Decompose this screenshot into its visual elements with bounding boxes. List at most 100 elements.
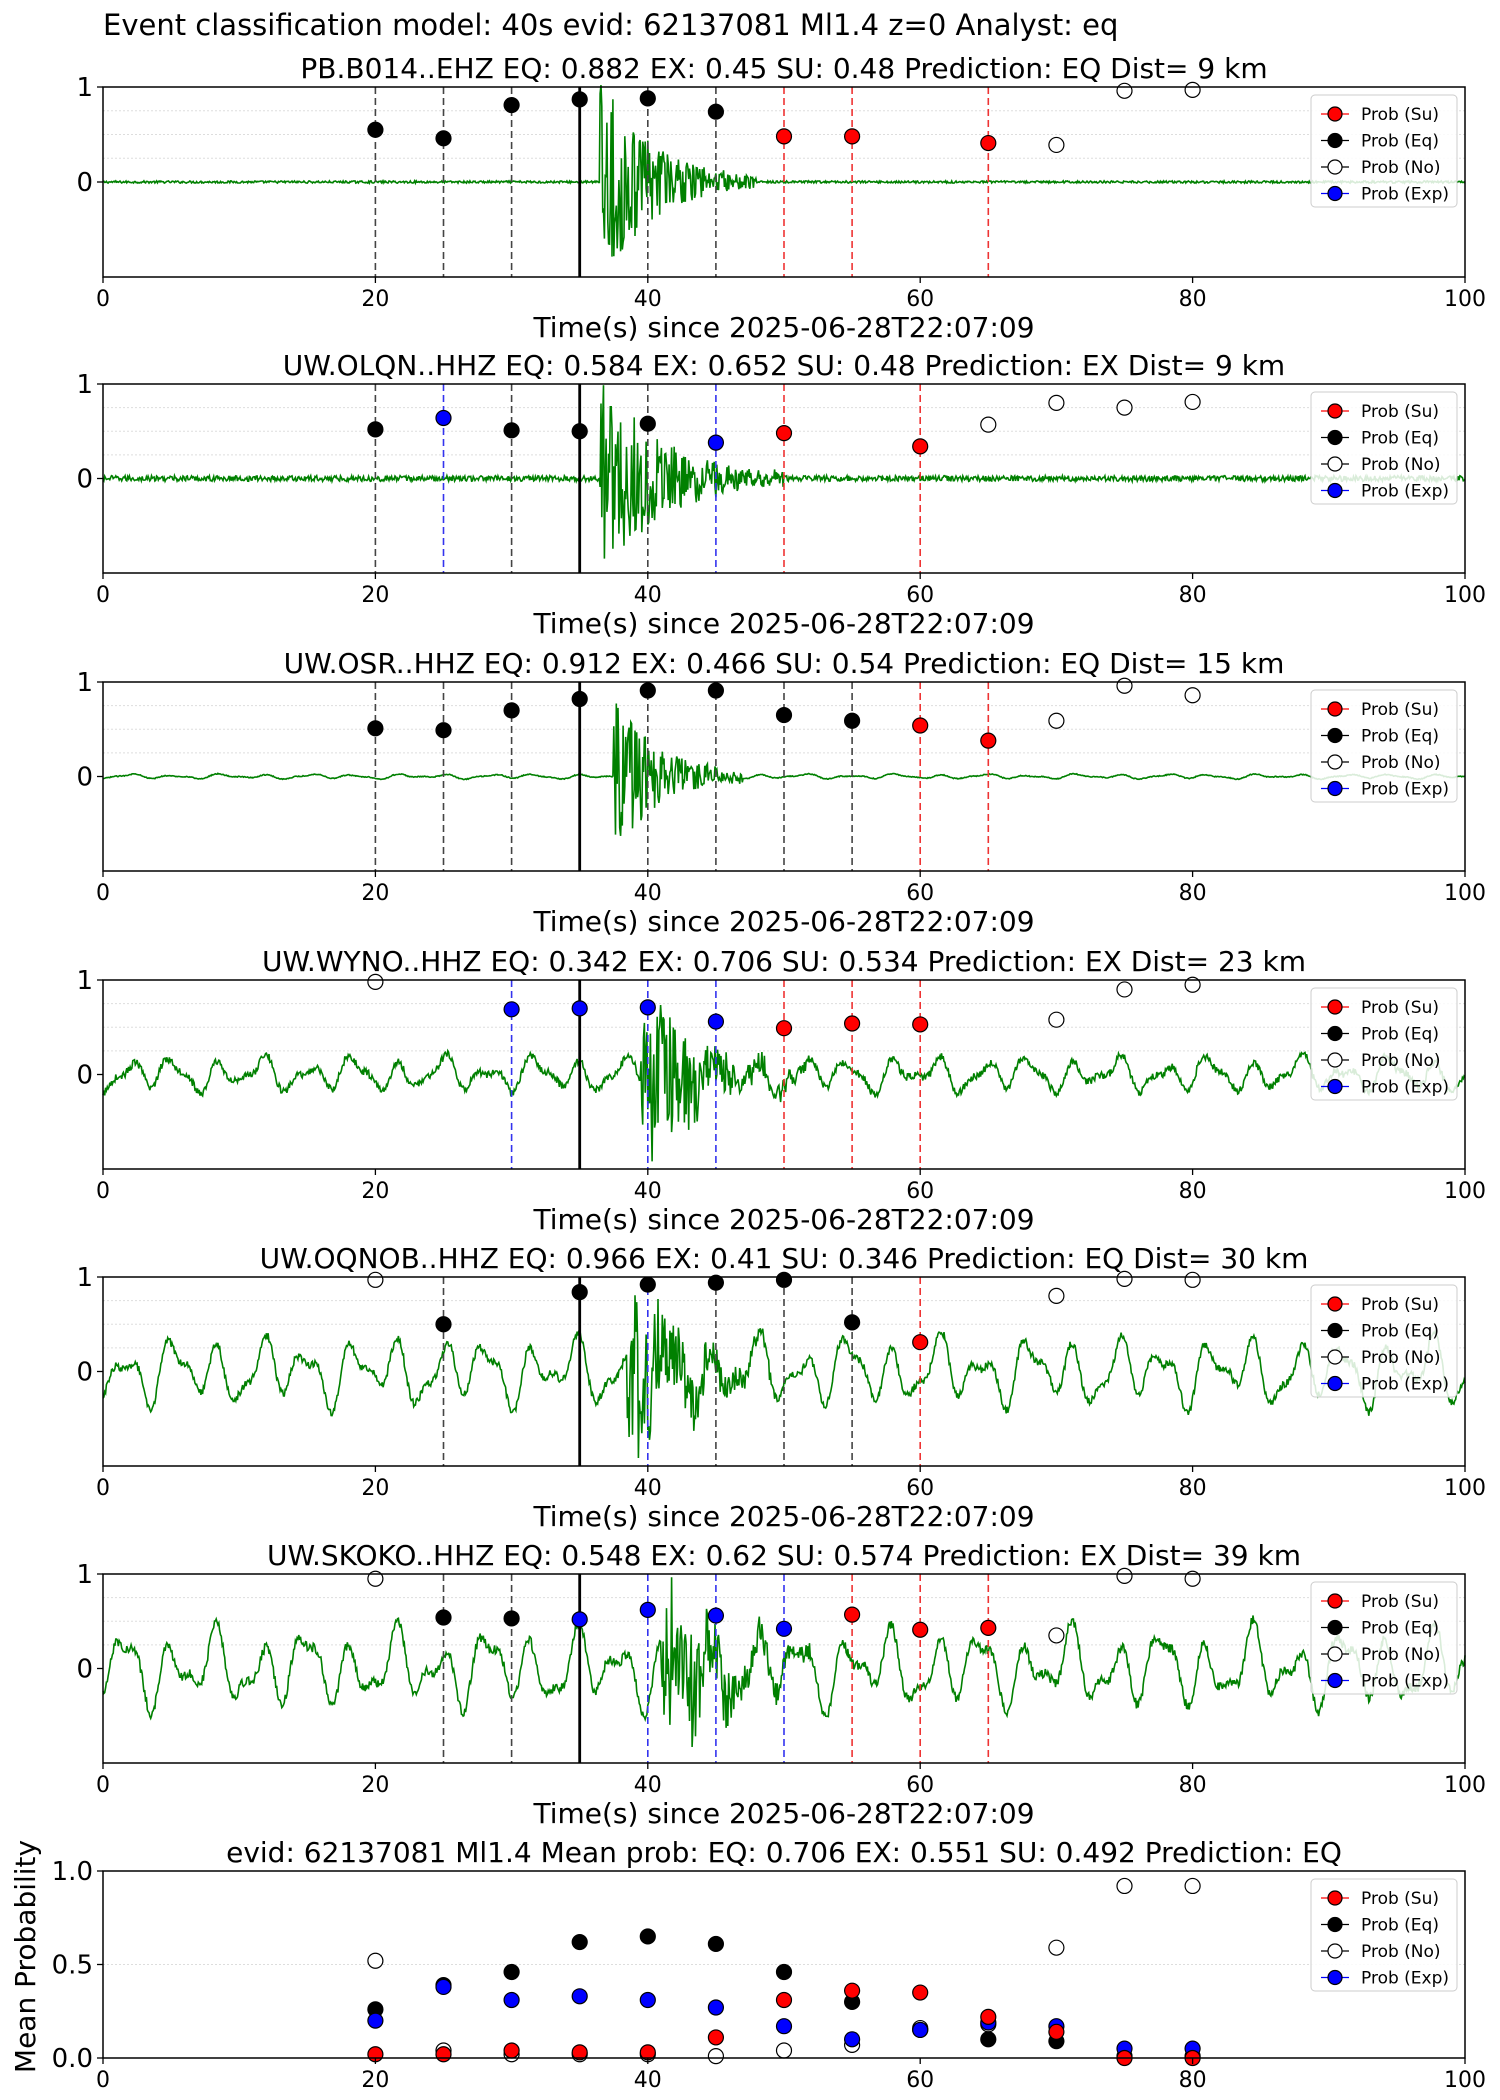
prob-point-eq: [503, 1610, 520, 1627]
legend-marker-exp: [1327, 1375, 1343, 1392]
legend: Prob (Su) Prob (Eq) Prob (No) Prob (Exp): [1310, 1581, 1458, 1695]
prob-point-no: [1048, 1011, 1065, 1028]
x-tick-label: 80: [1179, 583, 1207, 608]
legend-marker-exp: [1327, 1672, 1343, 1689]
prob-point-eq: [435, 722, 452, 739]
prob-point-eq: [843, 712, 861, 729]
prob-point-exp: [707, 1013, 725, 1030]
legend-label: Prob (Exp): [1361, 1375, 1449, 1395]
legend-label: Prob (Su): [1361, 1592, 1439, 1612]
legend-marker-eq: [1327, 1025, 1343, 1042]
panel-title: PB.B014..EHZ EQ: 0.882 EX: 0.45 SU: 0.48…: [300, 52, 1267, 85]
x-tick-label: 20: [361, 287, 389, 312]
x-tick-label: 80: [1179, 2068, 1207, 2093]
y-axis-label: Mean Probability: [9, 1840, 42, 2073]
x-tick-label: 80: [1179, 1179, 1207, 1204]
prob-point-exp: [639, 1991, 656, 2009]
legend-label: Prob (Exp): [1361, 780, 1449, 800]
prob-point-no: [1116, 1567, 1133, 1584]
x-tick-label: 60: [906, 1476, 934, 1501]
prob-point-su: [843, 1606, 861, 1623]
prob-point-eq: [707, 682, 725, 699]
legend-box: [1310, 689, 1458, 803]
prob-point-eq: [775, 1963, 793, 1981]
prob-point-eq: [707, 1935, 725, 1953]
prob-point-eq: [571, 423, 588, 440]
legend-marker-eq: [1327, 1322, 1343, 1339]
y-tick-label: 1: [76, 966, 93, 996]
panel-title: UW.SKOKO..HHZ EQ: 0.548 EX: 0.62 SU: 0.5…: [267, 1539, 1301, 1572]
prob-point-no: [707, 2048, 725, 2065]
legend-marker-no: [1327, 1052, 1343, 1068]
chart-panel-6: UW.SKOKO..HHZ EQ: 0.548 EX: 0.62 SU: 0.5…: [76, 1539, 1486, 1830]
legend-label: Prob (Exp): [1361, 482, 1449, 502]
prob-point-exp: [571, 1611, 588, 1628]
legend-marker-no: [1327, 456, 1343, 472]
legend-label: Prob (Eq): [1361, 132, 1439, 152]
legend-marker-su: [1327, 1593, 1343, 1609]
chart-panel-5: UW.OQNOB..HHZ EQ: 0.966 EX: 0.41 SU: 0.3…: [76, 1242, 1486, 1533]
legend: Prob (Su) Prob (Eq) Prob (No) Prob (Exp): [1310, 689, 1458, 803]
y-tick-label: 0: [76, 465, 93, 495]
prob-point-no: [1116, 1270, 1133, 1287]
prob-point-no: [1184, 976, 1201, 993]
legend-marker-eq: [1327, 132, 1343, 149]
x-tick-label: 60: [906, 1179, 934, 1204]
x-tick-label: 60: [906, 287, 934, 312]
prob-point-exp: [775, 1620, 793, 1637]
x-tick-label: 20: [361, 2068, 389, 2093]
prob-point-eq: [571, 91, 588, 108]
prob-point-su: [1048, 2023, 1065, 2040]
prob-point-su: [912, 1334, 929, 1351]
legend: Prob (Su) Prob (Eq) Prob (No) Prob (Exp): [1310, 1284, 1458, 1398]
prob-point-eq: [571, 690, 588, 708]
legend-marker-su: [1327, 999, 1343, 1015]
prob-point-no: [1048, 1287, 1065, 1305]
prob-point-su: [843, 1015, 861, 1032]
prob-point-exp: [435, 1978, 452, 1996]
chart-panel-2: UW.OLQN..HHZ EQ: 0.584 EX: 0.652 SU: 0.4…: [76, 349, 1486, 640]
legend-label: Prob (Su): [1361, 402, 1439, 422]
x-tick-label: 0: [96, 1179, 110, 1204]
prob-point-eq: [503, 422, 520, 439]
prob-point-su: [912, 438, 929, 455]
prob-point-no: [1048, 136, 1065, 154]
legend-label: Prob (Su): [1361, 700, 1439, 720]
prob-point-eq: [775, 706, 793, 724]
prob-point-exp: [707, 1607, 725, 1624]
x-axis-label: Time(s) since 2025-06-28T22:07:09: [532, 905, 1034, 938]
legend-marker-exp: [1327, 1969, 1343, 1986]
prob-point-no: [1048, 712, 1065, 729]
prob-point-eq: [639, 1276, 656, 1293]
prob-point-eq: [980, 2031, 997, 2048]
prob-point-eq: [435, 130, 452, 147]
legend-label: Prob (Exp): [1361, 185, 1449, 205]
prob-point-eq: [367, 421, 384, 438]
prob-point-exp: [503, 1991, 520, 2009]
prob-point-exp: [571, 1988, 588, 2005]
legend-box: [1310, 94, 1458, 208]
legend-label: Prob (No): [1361, 753, 1441, 773]
prob-point-no: [367, 1570, 384, 1587]
legend-label: Prob (Eq): [1361, 727, 1439, 747]
legend: Prob (Su) Prob (Eq) Prob (No) Prob (Exp): [1310, 1878, 1458, 1992]
x-tick-label: 40: [634, 881, 662, 906]
prob-point-no: [775, 2042, 793, 2059]
legend-label: Prob (No): [1361, 1645, 1441, 1665]
y-tick-label: 0: [76, 763, 93, 793]
prob-point-su: [707, 2029, 725, 2046]
prob-point-no: [367, 1952, 384, 1969]
legend-marker-su: [1327, 1296, 1343, 1312]
legend-marker-no: [1327, 754, 1343, 770]
prob-point-su: [775, 1020, 793, 1037]
legend: Prob (Su) Prob (Eq) Prob (No) Prob (Exp): [1310, 391, 1458, 505]
x-tick-label: 100: [1444, 881, 1486, 906]
prob-point-su: [775, 1991, 793, 2009]
prob-point-exp: [775, 2018, 793, 2035]
x-tick-label: 20: [361, 583, 389, 608]
prob-point-no: [1048, 394, 1065, 411]
prob-point-eq: [571, 1284, 588, 1301]
x-tick-label: 100: [1444, 287, 1486, 312]
x-tick-label: 100: [1444, 1773, 1486, 1798]
